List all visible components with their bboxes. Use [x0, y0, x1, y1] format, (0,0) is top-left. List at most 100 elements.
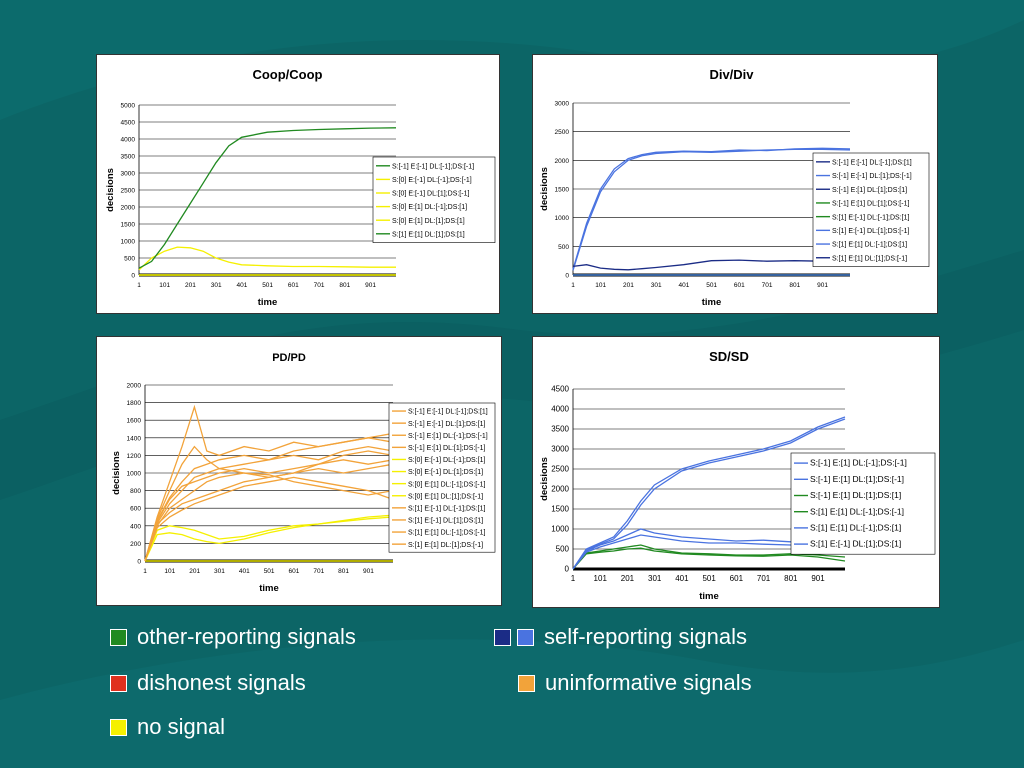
y-tick-label: 400 [130, 523, 141, 530]
x-tick-label: 801 [338, 568, 349, 575]
y-tick-label: 1400 [127, 435, 142, 442]
y-tick-label: 1200 [127, 453, 142, 460]
x-tick-label: 601 [288, 282, 299, 289]
x-tick-label: 1 [137, 282, 141, 289]
series-line [144, 445, 394, 562]
chart-title: PD/PD [272, 352, 306, 364]
y-tick-label: 200 [130, 541, 141, 548]
x-axis-label: time [258, 297, 278, 308]
key-label-other-reporting: other-reporting signals [137, 624, 356, 649]
x-tick-label: 201 [185, 282, 196, 289]
x-axis-label: time [702, 297, 722, 308]
legend-entry: S:[-1] E:[-1] DL:[1];DS:[1] [408, 421, 485, 428]
series-line [144, 514, 394, 562]
x-tick-label: 301 [214, 568, 225, 575]
y-tick-label: 500 [556, 545, 570, 554]
y-tick-label: 1600 [127, 418, 142, 425]
x-tick-label: 901 [365, 282, 376, 289]
x-tick-label: 901 [811, 574, 825, 583]
x-tick-label: 201 [623, 282, 634, 289]
x-tick-label: 201 [621, 574, 635, 583]
legend-entry: S:[-1] E:[1] DL:[1];DS:[-1] [832, 201, 909, 208]
chart-title: SD/SD [709, 349, 749, 364]
y-tick-label: 500 [124, 256, 135, 263]
x-tick-label: 1 [571, 282, 575, 289]
x-tick-label: 901 [363, 568, 374, 575]
chart-legend [790, 452, 936, 555]
series-line [572, 418, 846, 570]
legend-entry: S:[1] E:[1] DL:[1];DS:[-1] [408, 542, 483, 549]
x-tick-label: 601 [289, 568, 300, 575]
legend-entry: S:[1] E:[1] DL:[-1];DS:[1] [832, 242, 907, 249]
legend-entry: S:[-1] E:[1] DL:[1];DS:[-1] [408, 445, 485, 452]
y-tick-label: 1000 [127, 471, 142, 478]
legend-entry: S:[-1] E:[1] DL:[-1];DS:[-1] [810, 458, 907, 468]
chart-panel-pd: PD/PD 0 200 400 600 800 1000 1200 1400 1600 1800 20… [96, 336, 502, 606]
y-tick-label: 1000 [121, 239, 136, 246]
x-tick-label: 701 [757, 574, 771, 583]
y-tick-label: 500 [558, 244, 569, 251]
series-line [572, 416, 846, 570]
y-tick-label: 2500 [555, 129, 570, 136]
y-tick-label: 2000 [121, 205, 136, 212]
yellow-square-icon [110, 718, 127, 736]
x-tick-label: 801 [789, 282, 800, 289]
y-tick-label: 1000 [551, 525, 569, 534]
dark-blue-square-icon [494, 628, 511, 646]
y-axis-label: decisions [105, 168, 116, 212]
y-tick-label: 3500 [551, 425, 569, 434]
series-line [144, 450, 394, 562]
x-tick-label: 901 [817, 282, 828, 289]
series-line [572, 534, 846, 570]
y-tick-label: 5000 [121, 103, 136, 110]
key-uninformative: uninformative signals [518, 670, 752, 696]
legend-entry: S:[0] E:[1] DL:[-1];DS:[1] [392, 204, 467, 211]
key-label-no-signal: no signal [137, 714, 226, 739]
chart-title: Div/Div [709, 67, 754, 82]
chart-panel-coop: Coop/Coop 0 500 1000 1500 2000 2500 3000 3500 400… [96, 54, 500, 314]
legend-entry: S:[0] E:[-1] DL:[-1];DS:[-1] [392, 177, 472, 184]
chart-panel-sd: SD/SD 0 500 1000 1500 2000 2500 3000 3500 4000 450… [532, 336, 940, 608]
legend-entry: S:[-1] E:[-1] DL:[-1];DS:[1] [408, 409, 488, 416]
light-blue-square-icon [517, 628, 534, 646]
chart-div: Div/Div 0 500 1000 1500 2000 2500 3000 1 101 201 30… [539, 67, 930, 308]
chart-legend [372, 156, 496, 243]
key-label-dishonest: dishonest signals [137, 670, 306, 695]
legend-entry: S:[0] E:[1] DL:[-1];DS:[-1] [408, 481, 485, 488]
series-line [144, 463, 394, 562]
x-tick-label: 101 [164, 568, 175, 575]
x-tick-label: 701 [762, 282, 773, 289]
legend-entry: S:[-1] E:[1] DL:[-1];DS:[-1] [408, 433, 488, 440]
chart-panel-div: Div/Div 0 500 1000 1500 2000 2500 3000 1 101 201 30… [532, 54, 938, 314]
y-tick-label: 0 [137, 559, 141, 566]
y-tick-label: 3000 [555, 101, 570, 108]
legend-entry: S:[0] E:[1] DL:[1];DS:[1] [392, 218, 465, 225]
legend-entry: S:[-1] E:[1] DL:[1];DS:[-1] [810, 474, 904, 484]
x-tick-label: 801 [339, 282, 350, 289]
y-tick-label: 600 [130, 506, 141, 513]
legend-entry: S:[-1] E:[1] DL:[1];DS:[1] [810, 490, 901, 500]
legend-entry: S:[-1] E:[-1] DL:[-1];DS:[1] [832, 159, 912, 166]
y-tick-label: 800 [130, 488, 141, 495]
series-line [572, 148, 851, 271]
green-square-icon [110, 628, 127, 646]
y-tick-label: 1500 [121, 222, 136, 229]
x-tick-label: 401 [239, 568, 250, 575]
y-tick-label: 4000 [121, 137, 136, 144]
x-tick-label: 501 [262, 282, 273, 289]
x-tick-label: 601 [734, 282, 745, 289]
x-tick-label: 501 [706, 282, 717, 289]
legend-entry: S:[-1] E:[-1] DL:[-1];DS:[-1] [392, 163, 474, 170]
x-tick-label: 301 [211, 282, 222, 289]
y-axis-label: decisions [539, 167, 550, 211]
x-tick-label: 701 [314, 282, 325, 289]
x-tick-label: 401 [236, 282, 247, 289]
x-tick-label: 101 [594, 574, 608, 583]
chart-pd: PD/PD 0 200 400 600 800 1000 1200 1400 1600 1800 20… [111, 352, 496, 594]
legend-entry: S:[1] E:[-1] DL:[-1];DS:[1] [832, 214, 909, 221]
x-axis-label: time [699, 591, 719, 602]
y-tick-label: 1500 [551, 505, 569, 514]
x-tick-label: 701 [313, 568, 324, 575]
series-line [144, 432, 394, 562]
y-tick-label: 1800 [127, 400, 142, 407]
